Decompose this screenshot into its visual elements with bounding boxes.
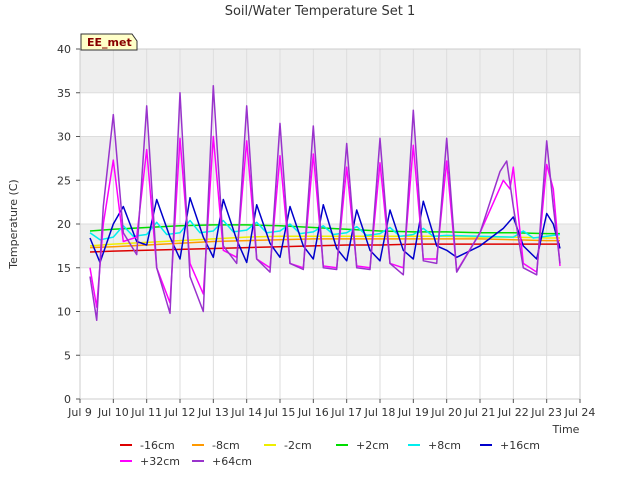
legend-label: +2cm — [356, 439, 389, 452]
y-tick-label: 25 — [57, 174, 71, 187]
x-tick-label: Jul 10 — [97, 406, 129, 419]
legend-label: -8cm — [212, 439, 240, 452]
x-tick-label: Jul 20 — [430, 406, 462, 419]
x-tick-label: Jul 14 — [230, 406, 262, 419]
x-tick-label: Jul 11 — [130, 406, 162, 419]
plot-band — [80, 311, 580, 356]
series-line — [89, 197, 561, 264]
x-tick-label: Jul 17 — [330, 406, 362, 419]
series-line — [89, 238, 560, 249]
legend: -16cm -8cm -2cm +2cm +8cm +16cm +32cm +64cm — [120, 439, 540, 468]
y-tick-label: 5 — [64, 349, 71, 362]
x-tick-label: Jul 22 — [497, 406, 529, 419]
x-tick-label: Jul 9 — [67, 406, 92, 419]
legend-label: -2cm — [284, 439, 312, 452]
y-axis-label: Temperature (C) — [7, 179, 20, 269]
y-tick-label: 35 — [57, 87, 71, 100]
site-label-badge: EE_met — [80, 33, 138, 51]
x-axis-ticks: Jul 9 Jul 10 Jul 11 Jul 12 Jul 13 Jul 14 Jul 1… — [67, 399, 595, 419]
x-tick-label: Jul 19 — [397, 406, 429, 419]
legend-label: -16cm — [140, 439, 175, 452]
y-tick-label: 10 — [57, 306, 71, 319]
legend-label: +8cm — [428, 439, 461, 452]
x-axis-label: Time — [552, 423, 580, 436]
y-tick-label: 40 — [57, 43, 71, 56]
x-tick-label: Jul 12 — [164, 406, 196, 419]
x-tick-label: Jul 13 — [197, 406, 229, 419]
x-tick-label: Jul 23 — [530, 406, 562, 419]
x-tick-label: Jul 16 — [297, 406, 329, 419]
plot-band — [80, 49, 580, 93]
site-label-text: EE_met — [87, 36, 132, 49]
y-axis-ticks: 0 5 10 15 20 25 30 35 40 — [57, 43, 80, 406]
legend-label: +32cm — [140, 455, 180, 468]
y-tick-label: 20 — [57, 218, 71, 231]
chart-title: Soil/Water Temperature Set 1 — [225, 4, 416, 19]
x-tick-label: Jul 24 — [564, 406, 596, 419]
y-tick-label: 30 — [57, 131, 71, 144]
series-lines — [89, 85, 561, 322]
x-tick-label: Jul 15 — [264, 406, 296, 419]
x-tick-label: Jul 18 — [364, 406, 396, 419]
legend-label: +64cm — [212, 455, 252, 468]
series-line — [89, 219, 561, 241]
series-line — [89, 85, 561, 322]
legend-label: +16cm — [500, 439, 540, 452]
plot-band — [80, 136, 580, 181]
y-tick-label: 0 — [64, 393, 71, 406]
y-tick-label: 15 — [57, 262, 71, 275]
site-label-box — [80, 33, 138, 51]
x-tick-label: Jul 21 — [464, 406, 496, 419]
series-line — [89, 243, 560, 253]
